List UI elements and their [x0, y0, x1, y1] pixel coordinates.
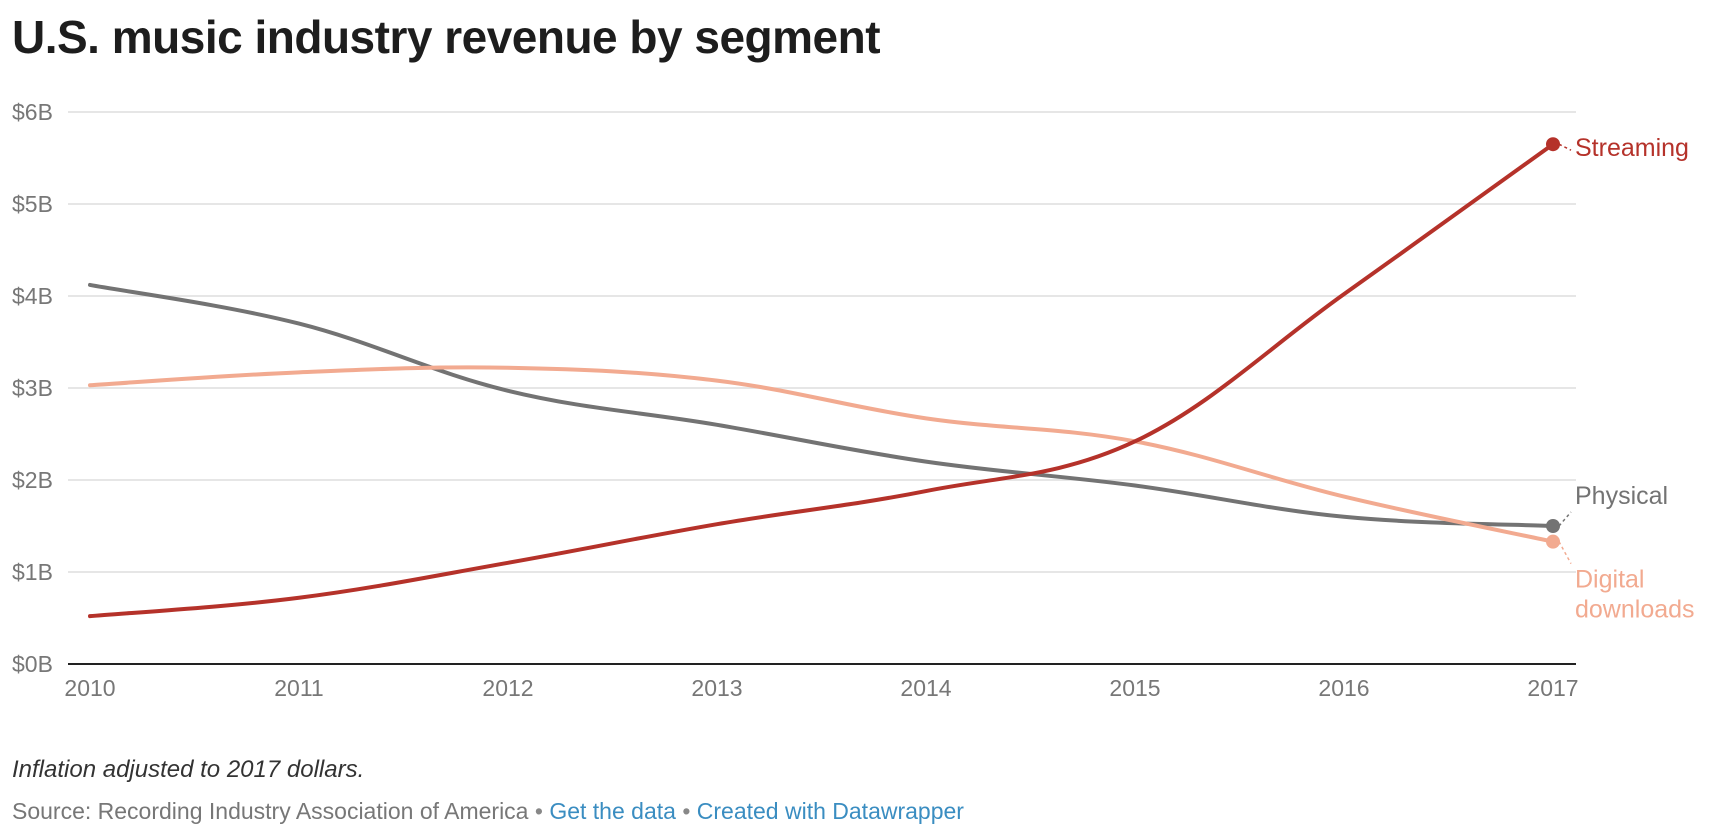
y-axis-ticks: $0B $1B $2B $3B $4B $5B $6B — [12, 99, 53, 677]
datawrapper-link[interactable]: Created with Datawrapper — [696, 798, 964, 824]
chart-title: U.S. music industry revenue by segment — [12, 11, 881, 63]
x-axis-ticks: 2010 2011 2012 2013 2014 2015 2016 2017 — [64, 675, 1578, 701]
y-tick-label: $1B — [12, 559, 53, 585]
series-label: Digital downloads — [1575, 566, 1695, 624]
y-tick-label: $0B — [12, 651, 53, 677]
x-tick-label: 2016 — [1318, 675, 1369, 701]
y-tick-label: $3B — [12, 375, 53, 401]
series-end-point — [1546, 137, 1560, 152]
chart-footer: Inflation adjusted to 2017 dollars. Sour… — [12, 756, 964, 825]
x-tick-label: 2010 — [64, 675, 115, 701]
source-text: Source: Recording Industry Association o… — [12, 798, 529, 824]
label-leader — [1558, 511, 1572, 527]
series-label-line: downloads — [1575, 596, 1695, 624]
series-lines — [88, 137, 1560, 619]
x-tick-label: 2014 — [900, 675, 951, 701]
grid-lines — [68, 111, 1576, 573]
source-line: Source: Recording Industry Association o… — [12, 798, 964, 825]
separator: • — [682, 798, 691, 824]
inflation-note: Inflation adjusted to 2017 dollars. — [12, 756, 365, 783]
series-line-0 — [88, 142, 1555, 619]
x-tick-label: 2012 — [482, 675, 533, 701]
series-line-2 — [88, 365, 1555, 544]
x-tick-label: 2011 — [274, 675, 323, 701]
label-leader — [1558, 541, 1572, 564]
line-chart: $0B$1B$2B$3B$4B$5B$6B 2010 2011 2012 2013 20… — [12, 99, 1695, 701]
series-label: Physical — [1575, 482, 1668, 510]
series-labels: Physical Digital downloads Streaming — [1558, 134, 1695, 624]
series-end-point — [1546, 519, 1560, 533]
y-tick-label: $4B — [12, 283, 53, 309]
y-tick-label: $6B — [12, 99, 53, 125]
label-leader — [1558, 143, 1572, 151]
separator: • — [534, 798, 543, 824]
y-tick-label: $2B — [12, 467, 53, 493]
series-label: Streaming — [1575, 134, 1689, 162]
series-line-1 — [88, 282, 1555, 528]
series-end-point — [1546, 534, 1560, 549]
y-tick-label: $5B — [12, 191, 53, 217]
x-tick-label: 2013 — [691, 675, 742, 701]
get-data-link[interactable]: Get the data — [549, 798, 676, 824]
x-tick-label: 2017 — [1527, 675, 1578, 701]
x-tick-label: 2015 — [1109, 675, 1160, 701]
series-label-line: Digital — [1575, 566, 1644, 594]
